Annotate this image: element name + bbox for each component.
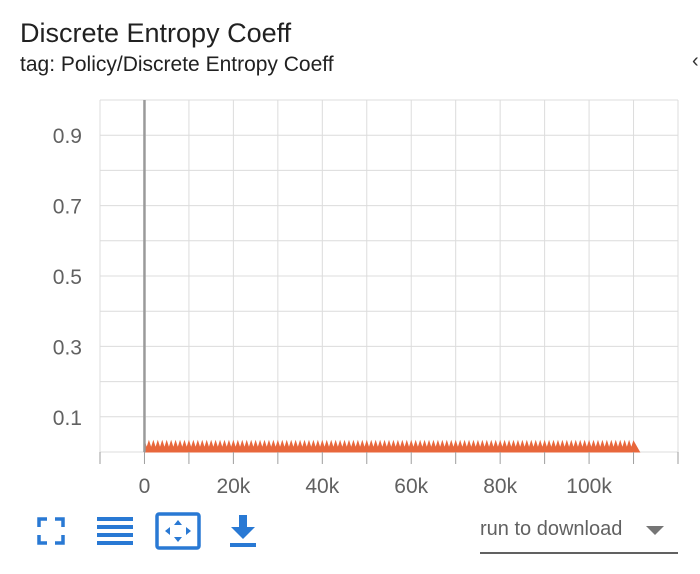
chevron-down-icon [646,526,664,535]
x-tick-label: 60k [394,475,428,498]
chart-grid [99,99,679,453]
run-download-label: run to download [480,518,623,540]
chart-series [143,439,641,453]
toggle-data-table-button[interactable] [92,510,138,552]
x-tick-label: 40k [305,475,339,498]
card-title: Discrete Entropy Coeff [20,18,292,48]
fullscreen-button[interactable] [28,510,74,552]
x-tick-label: 0 [139,475,151,498]
x-tick-label: 100k [566,475,612,498]
y-tick-label: 0.1 [53,407,82,430]
download-icon [230,515,256,547]
data-table-icon [97,517,133,545]
y-tick-label: 0.3 [53,336,82,359]
scalar-chart[interactable]: 0.1 0.3 0.5 0.7 0.9 0 20k 40k 60k 80k 100k [0,0,700,505]
fullscreen-icon [37,517,65,545]
x-tick-label: 20k [216,475,250,498]
chart-axes: 0.1 0.3 0.5 0.7 0.9 0 20k 40k 60k 80k 100k [53,100,679,498]
card-subtitle: tag: Policy/Discrete Entropy Coeff [20,53,334,76]
fit-domain-button[interactable] [155,510,201,552]
download-button[interactable] [220,510,266,552]
series-line [143,439,641,453]
y-tick-label: 0.9 [53,125,82,148]
fit-domain-icon [155,512,201,550]
x-tick-label: 80k [483,475,517,498]
collapse-caret-icon[interactable]: ‹ [692,50,699,72]
run-download-select[interactable]: run to download [480,510,678,554]
y-tick-label: 0.5 [53,266,82,289]
y-tick-label: 0.7 [53,196,82,219]
